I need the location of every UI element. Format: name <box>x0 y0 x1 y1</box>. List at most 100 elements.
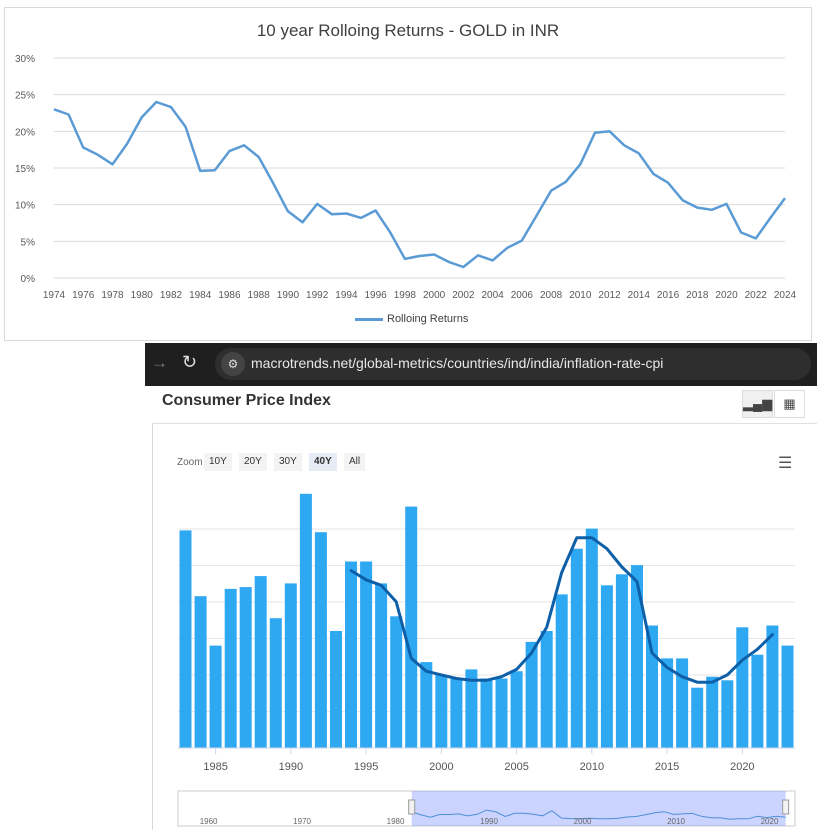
cpi-bar <box>450 678 463 748</box>
x-tick-label: 1985 <box>203 761 227 773</box>
x-tick-label: 1990 <box>277 290 300 301</box>
navigator-tick-label: 1990 <box>480 817 498 826</box>
x-tick-label: 1996 <box>365 290 388 301</box>
cpi-bar <box>736 627 749 748</box>
cpi-bar <box>284 583 297 748</box>
address-bar: → ↻ ⚙ macrotrends.net/global-metrics/cou… <box>145 343 817 386</box>
site-info-icon[interactable]: ⚙ <box>221 352 245 376</box>
navigator-series-line <box>411 809 786 820</box>
x-tick-label: 1995 <box>354 761 378 773</box>
y-tick-label: 20% <box>15 127 35 138</box>
navigator-tick-label: 2010 <box>667 817 685 826</box>
cpi-chart-plot: 1985 1990 1995 2000 2005 2010 2015 2020 1960 1970… <box>177 493 796 827</box>
cpi-bar <box>405 506 418 748</box>
zoom-40y-button[interactable]: 40Y <box>309 453 337 471</box>
x-tick-label: 2005 <box>504 761 528 773</box>
cpi-bar <box>345 561 357 748</box>
x-tick-label: 2012 <box>598 290 621 301</box>
y-tick-label: 15% <box>15 164 35 175</box>
navigator-tick-label: 1960 <box>200 817 218 826</box>
cpi-bar <box>570 548 583 748</box>
cpi-bar <box>390 616 403 748</box>
browser-window: → ↻ ⚙ macrotrends.net/global-metrics/cou… <box>145 343 817 830</box>
cpi-bar <box>375 583 388 748</box>
x-tick-label: 2020 <box>715 290 738 301</box>
x-tick-label: 2006 <box>511 290 534 301</box>
x-tick-label: 1974 <box>43 290 66 301</box>
cpi-bar <box>691 687 704 748</box>
x-tick-label: 2022 <box>745 290 768 301</box>
navigator-frame <box>177 790 796 827</box>
cpi-bar <box>510 671 523 748</box>
legend-line-swatch <box>355 317 383 321</box>
cpi-bar <box>555 594 568 748</box>
y-tick-label: 25% <box>15 91 35 102</box>
cpi-bar <box>766 625 779 748</box>
y-tick-label: 30% <box>15 54 35 65</box>
cpi-bar <box>661 658 674 748</box>
navigator-tick-label: 2000 <box>574 817 592 826</box>
cpi-bar <box>751 654 764 748</box>
zoom-all-button[interactable]: All <box>344 453 366 471</box>
navigator-tick-label: 2020 <box>761 817 779 826</box>
cpi-panel-title: Consumer Price Index <box>162 392 331 409</box>
cpi-bar <box>495 678 508 748</box>
cpi-bar <box>179 530 192 748</box>
navigator-tick-label: 1970 <box>293 817 311 826</box>
navigator-handle <box>408 799 416 815</box>
x-tick-label: 2024 <box>774 290 797 301</box>
x-tick-label: 1982 <box>160 290 183 301</box>
x-tick-label: 2004 <box>481 290 504 301</box>
x-tick-label: 1978 <box>101 290 124 301</box>
cpi-bar <box>721 680 734 748</box>
gold-chart-plot: 0% 5% 10% 15% 20% 25% 30% 1974 1976 1978 1980 1982 1… <box>15 54 797 301</box>
forward-arrow-icon[interactable]: → <box>151 353 168 372</box>
x-tick-label: 2000 <box>423 290 446 301</box>
cpi-bar <box>269 618 282 748</box>
cpi-bar <box>254 576 267 748</box>
cpi-bar <box>781 645 794 748</box>
x-tick-label: 1976 <box>72 290 95 301</box>
content-border <box>152 424 153 830</box>
y-tick-label: 10% <box>15 201 35 212</box>
x-tick-label: 1980 <box>131 290 154 301</box>
x-tick-label: 1994 <box>335 290 358 301</box>
cpi-bar <box>194 596 207 748</box>
cpi-bar <box>646 625 658 748</box>
cpi-bar <box>480 678 493 748</box>
cpi-bar <box>465 669 478 748</box>
cpi-bar <box>314 532 327 748</box>
x-tick-label: 2000 <box>429 761 453 773</box>
gold-rolling-returns-chart: 0% 5% 10% 15% 20% 25% 30% 1974 1976 1978 1980 1982 1… <box>4 7 812 341</box>
x-tick-label: 2015 <box>655 761 679 773</box>
series-line-rolloing-returns <box>53 100 787 269</box>
x-tick-label: 2002 <box>452 290 475 301</box>
zoom-20y-button[interactable]: 20Y <box>239 453 267 471</box>
zoom-10y-button[interactable]: 10Y <box>204 453 232 471</box>
x-tick-label: 1990 <box>279 761 303 773</box>
cpi-bar <box>706 676 719 748</box>
chart-view-button[interactable]: ▂▄▆ <box>742 390 773 418</box>
navigator-tick-label: 1980 <box>387 817 405 826</box>
url-text[interactable]: macrotrends.net/global-metrics/countries… <box>251 355 664 371</box>
trend-line <box>349 536 774 684</box>
cpi-bar <box>224 588 237 748</box>
x-tick-label: 1984 <box>189 290 212 301</box>
cpi-bar <box>540 631 553 748</box>
zoom-30y-button[interactable]: 30Y <box>274 453 302 471</box>
url-field[interactable]: ⚙ macrotrends.net/global-metrics/countri… <box>215 348 811 380</box>
x-tick-label: 2008 <box>540 290 563 301</box>
y-tick-label: 5% <box>21 237 36 248</box>
cpi-bar <box>360 561 373 748</box>
cpi-bar <box>631 565 643 748</box>
chart-menu-icon[interactable]: ☰ <box>778 455 793 472</box>
cpi-bar <box>676 658 689 748</box>
legend-label: Rolloing Returns <box>387 313 469 325</box>
cpi-bar <box>615 574 628 748</box>
table-view-button[interactable]: ▦ <box>774 390 805 418</box>
x-tick-label: 1998 <box>394 290 417 301</box>
header-divider <box>152 423 817 424</box>
cpi-bar <box>299 493 312 748</box>
reload-icon[interactable]: ↻ <box>182 352 198 372</box>
cpi-bar <box>525 641 538 748</box>
